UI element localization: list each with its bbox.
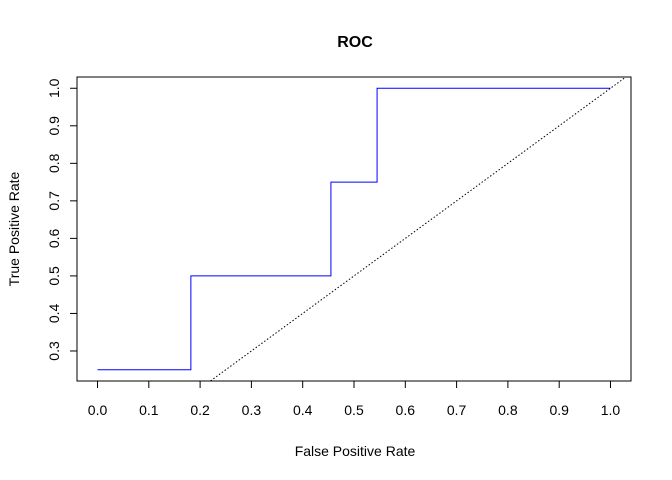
plot-frame <box>76 76 632 382</box>
y-tick-label: 1.0 <box>46 78 62 98</box>
x-axis: 0.0 0.1 0.2 0.3 0.4 0.5 0.6 0.7 0.8 0.9 1.0 <box>88 380 621 418</box>
series-layer <box>97 77 627 381</box>
x-tick-label: 0.3 <box>242 402 262 418</box>
x-tick-label: 0.0 <box>88 402 108 418</box>
x-tick-label: 0.9 <box>549 402 569 418</box>
y-tick-label: 0.6 <box>46 228 62 248</box>
y-axis: 0.3 0.4 0.5 0.6 0.7 0.8 0.9 1.0 <box>46 78 78 361</box>
x-tick-label: 0.6 <box>396 402 416 418</box>
x-tick-label: 0.7 <box>447 402 467 418</box>
chart-title: ROC <box>337 34 373 51</box>
x-tick-label: 0.1 <box>139 402 159 418</box>
x-tick-label: 0.2 <box>190 402 210 418</box>
y-tick-label: 0.8 <box>46 153 62 173</box>
y-tick-label: 0.3 <box>46 341 62 361</box>
y-tick-label: 0.5 <box>46 266 62 286</box>
y-axis-title: True Positive Rate <box>6 171 22 286</box>
x-tick-label: 0.8 <box>498 402 518 418</box>
x-tick-label: 0.5 <box>344 402 364 418</box>
y-tick-label: 0.4 <box>46 304 62 324</box>
y-tick-label: 0.7 <box>46 191 62 211</box>
y-tick-label: 0.9 <box>46 116 62 136</box>
roc-curve <box>97 87 611 371</box>
x-axis-title: False Positive Rate <box>295 443 416 459</box>
x-tick-label: 1.0 <box>601 402 621 418</box>
reference-diagonal-line <box>209 77 627 381</box>
x-tick-label: 0.4 <box>293 402 313 418</box>
